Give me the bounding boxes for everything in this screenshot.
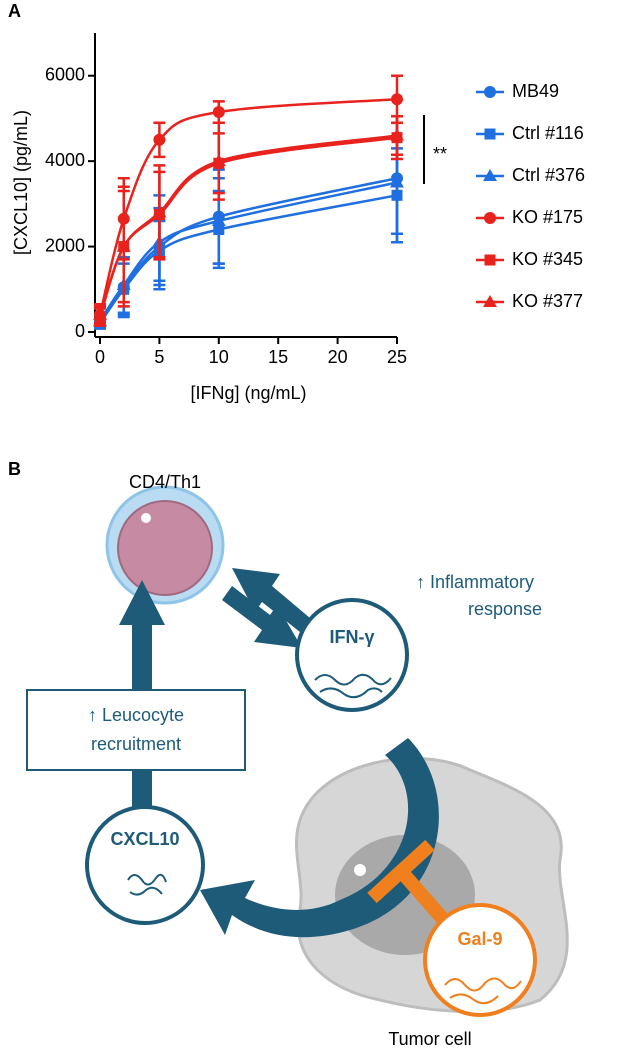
y-tick-label: 2000 [45,235,85,255]
legend-label: Ctrl #116 [512,123,584,143]
ifn-label: IFN-γ [330,627,375,647]
gal9-label: Gal-9 [457,929,502,949]
marker [484,128,496,140]
legend-label: KO #175 [512,207,583,227]
marker [483,295,497,307]
series-line [98,177,398,323]
series-line [98,134,398,316]
inflammatory-label: ↑ Inflammatory [416,572,534,592]
y-tick-label: 4000 [45,150,85,170]
marker [484,86,496,98]
marker [211,213,226,226]
x-tick-label: 10 [209,347,229,367]
marker [390,128,404,141]
marker [484,254,496,266]
recruitment-label: recruitment [91,734,181,754]
marker [483,169,497,181]
marker [211,154,226,167]
marker [93,307,107,320]
legend-label: KO #377 [512,291,583,311]
cxcl10-circle [85,805,205,925]
cell-label: CD4/Th1 [129,472,201,492]
series-line [98,194,398,325]
protein [444,977,522,1005]
series-line [98,97,398,316]
recruitment-label: ↑ Leucocyte [88,705,184,725]
x-tick-label: 25 [387,347,407,367]
x-tick-label: 20 [328,347,348,367]
inhibition-stem [394,865,448,923]
legend-label: Ctrl #376 [512,165,585,185]
recruitment-box [26,689,246,771]
marker [152,205,167,218]
marker [212,106,225,119]
marker [391,93,403,106]
panel-label: B [8,459,21,479]
x-axis-label: [IFNg] (ng/mL) [190,383,306,403]
y-tick-label: 0 [75,321,85,341]
tumor-label: Tumor cell [388,1029,471,1049]
x-tick-label: 0 [95,347,105,367]
gal9-circle [423,903,537,1017]
marker [484,212,496,224]
inflammatory-label: response [468,599,542,619]
highlight [141,513,151,523]
marker [116,239,131,252]
th1-nucleus [117,500,213,596]
protein [314,673,392,699]
marker [153,133,166,146]
legend-label: KO #345 [512,249,583,269]
panel-label: A [8,1,21,21]
x-tick-label: 15 [268,347,288,367]
legend-label: MB49 [512,81,559,101]
ifn-circle [295,598,409,712]
y-axis-label: [CXCL10] (pg/mL) [11,110,31,255]
cxcl10-label: CXCL10 [110,829,179,849]
marker [390,175,404,188]
significance: ** [433,144,447,164]
diagram: CD4/Th1 ↑ Inflammatory response IFN-γ ↑ … [26,472,569,1049]
highlight [354,864,366,876]
y-tick-label: 6000 [45,64,85,84]
x-tick-label: 5 [154,347,164,367]
inhibition-bar [367,839,435,904]
chart: 0 2000 4000 6000 0 5 10 15 20 25 [IFNg] (ng/mL) [CX… [11,33,585,403]
protein [127,873,167,896]
series-line [98,181,398,323]
